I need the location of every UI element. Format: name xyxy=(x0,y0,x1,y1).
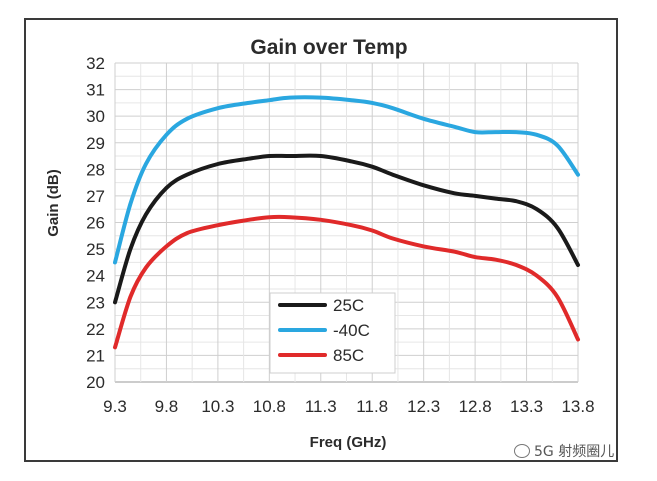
y-axis-label: Gain (dB) xyxy=(45,169,62,237)
y-tick-label: 27 xyxy=(86,187,105,206)
y-tick-label: 28 xyxy=(86,160,105,179)
y-tick-label: 22 xyxy=(86,320,105,339)
legend-label-1: -40C xyxy=(333,321,370,340)
series-line-0 xyxy=(113,153,580,305)
x-tick-label: 13.3 xyxy=(510,397,543,416)
y-tick-label: 32 xyxy=(86,54,105,73)
y-tick-label: 21 xyxy=(86,346,105,365)
y-tick-label: 29 xyxy=(86,134,105,153)
chart-title: Gain over Temp xyxy=(250,36,407,59)
legend-label-2: 85C xyxy=(333,346,364,365)
series-lines xyxy=(113,95,580,350)
y-tick-label: 25 xyxy=(86,240,105,259)
y-tick-label: 30 xyxy=(86,107,105,126)
legend-label-0: 25C xyxy=(333,296,364,315)
watermark-text: 5G 射频圈儿 xyxy=(534,444,615,460)
watermark: 5G 射频圈儿 xyxy=(514,441,614,461)
x-tick-label: 10.8 xyxy=(253,397,286,416)
x-tick-label: 13.8 xyxy=(561,397,594,416)
x-tick-label: 9.8 xyxy=(155,397,179,416)
x-tick-label: 11.8 xyxy=(356,397,388,416)
x-tick-label: 9.3 xyxy=(103,397,127,416)
wechat-icon xyxy=(514,444,530,458)
y-tick-label: 26 xyxy=(86,214,105,233)
y-tick-label: 23 xyxy=(86,293,105,312)
y-tick-label: 20 xyxy=(86,373,105,392)
x-tick-label: 12.3 xyxy=(407,397,440,416)
x-tick-label: 11.3 xyxy=(305,397,337,416)
x-tick-labels: 9.3 9.8 10.3 10.8 11.3 11.8 12.3 12.8 13.3 13.8 xyxy=(103,397,594,416)
legend: 25C -40C 85C xyxy=(269,292,396,374)
series-line-2 xyxy=(113,214,580,350)
x-tick-label: 10.3 xyxy=(201,397,234,416)
y-tick-labels: 20 21 22 23 24 25 26 27 28 29 30 31 32 xyxy=(86,54,105,392)
x-axis-label: Freq (GHz) xyxy=(310,434,387,451)
series-line-1 xyxy=(113,95,580,265)
y-tick-label: 24 xyxy=(86,267,105,286)
y-tick-label: 31 xyxy=(86,81,105,100)
x-tick-label: 12.8 xyxy=(459,397,492,416)
